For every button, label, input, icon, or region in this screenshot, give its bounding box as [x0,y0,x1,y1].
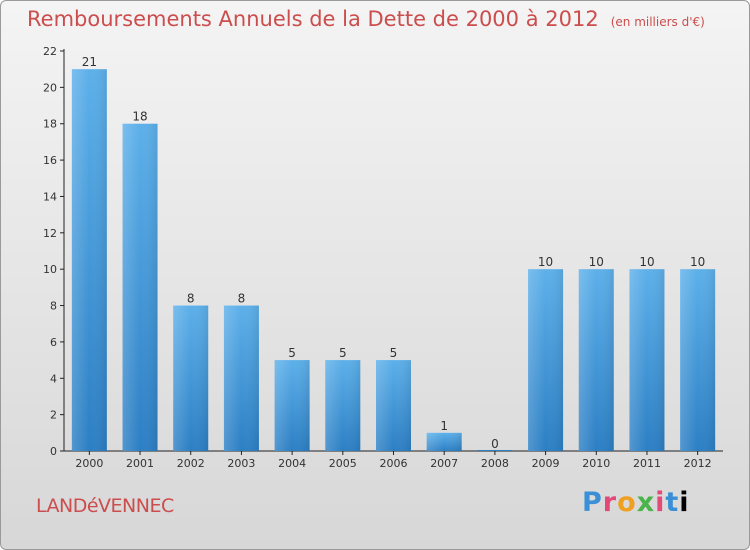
bar-shade [173,305,209,451]
data-label: 0 [491,437,499,451]
data-label: 18 [132,110,147,124]
bar-shade [680,269,716,451]
data-label: 10 [589,255,604,269]
bar-shade [426,432,462,451]
logo-letter: o [617,487,637,518]
logo-letter: P [582,487,603,518]
data-label: 5 [390,346,398,360]
data-label: 21 [82,55,97,69]
bar-shade [376,360,411,451]
x-tick-label: 2007 [430,457,458,470]
chart-unit-note: (en milliers d'€) [610,15,705,29]
y-tick-label: 22 [43,45,57,58]
bar-shade [578,269,614,451]
logo-letter: i [655,487,666,518]
data-label: 10 [690,255,705,269]
x-tick-label: 2010 [582,457,610,470]
logo-letter: t [665,487,680,518]
y-tick-label: 6 [50,336,57,349]
x-tick-label: 2000 [75,457,103,470]
x-tick-label: 2009 [532,457,560,470]
y-tick-label: 20 [43,81,57,94]
data-label: 5 [339,346,347,360]
bar-shade [71,69,107,451]
x-tick-label: 2004 [278,457,306,470]
x-tick-label: 2001 [126,457,154,470]
bar-shade [223,305,259,451]
chart-title-text: Remboursements Annuels de la Dette de 20… [27,7,599,31]
y-tick-label: 12 [43,227,57,240]
y-tick-label: 0 [50,445,57,458]
x-tick-label: 2002 [177,457,205,470]
y-tick-label: 18 [43,118,57,131]
proxiti-logo: Proxiti [582,487,690,518]
logo-letter: i [679,487,690,518]
bar-shade [528,269,564,451]
y-tick-label: 2 [50,409,57,422]
commune-name: LANDéVENNEC [36,495,174,517]
data-label: 1 [440,419,448,433]
data-label: 10 [639,255,654,269]
data-label: 10 [538,255,553,269]
x-tick-label: 2008 [481,457,509,470]
y-tick-label: 8 [50,300,57,313]
y-tick-label: 4 [50,372,57,385]
x-tick-label: 2003 [227,457,255,470]
data-label: 5 [288,346,296,360]
data-label: 8 [187,292,195,306]
bar-shade [122,123,158,452]
y-tick-label: 14 [43,190,57,203]
logo-letter: x [636,487,656,518]
bar-shade [325,360,361,451]
data-label: 8 [238,292,246,306]
x-tick-label: 2005 [329,457,357,470]
bar [477,450,513,451]
bar-shade [274,360,310,451]
chart-title: Remboursements Annuels de la Dette de 20… [27,7,705,31]
y-tick-label: 10 [43,263,57,276]
x-tick-label: 2006 [380,457,408,470]
y-tick-label: 16 [43,154,57,167]
x-tick-label: 2012 [684,457,712,470]
bar-shade [629,269,665,451]
x-tick-label: 2011 [633,457,661,470]
logo-letter: r [602,487,618,518]
